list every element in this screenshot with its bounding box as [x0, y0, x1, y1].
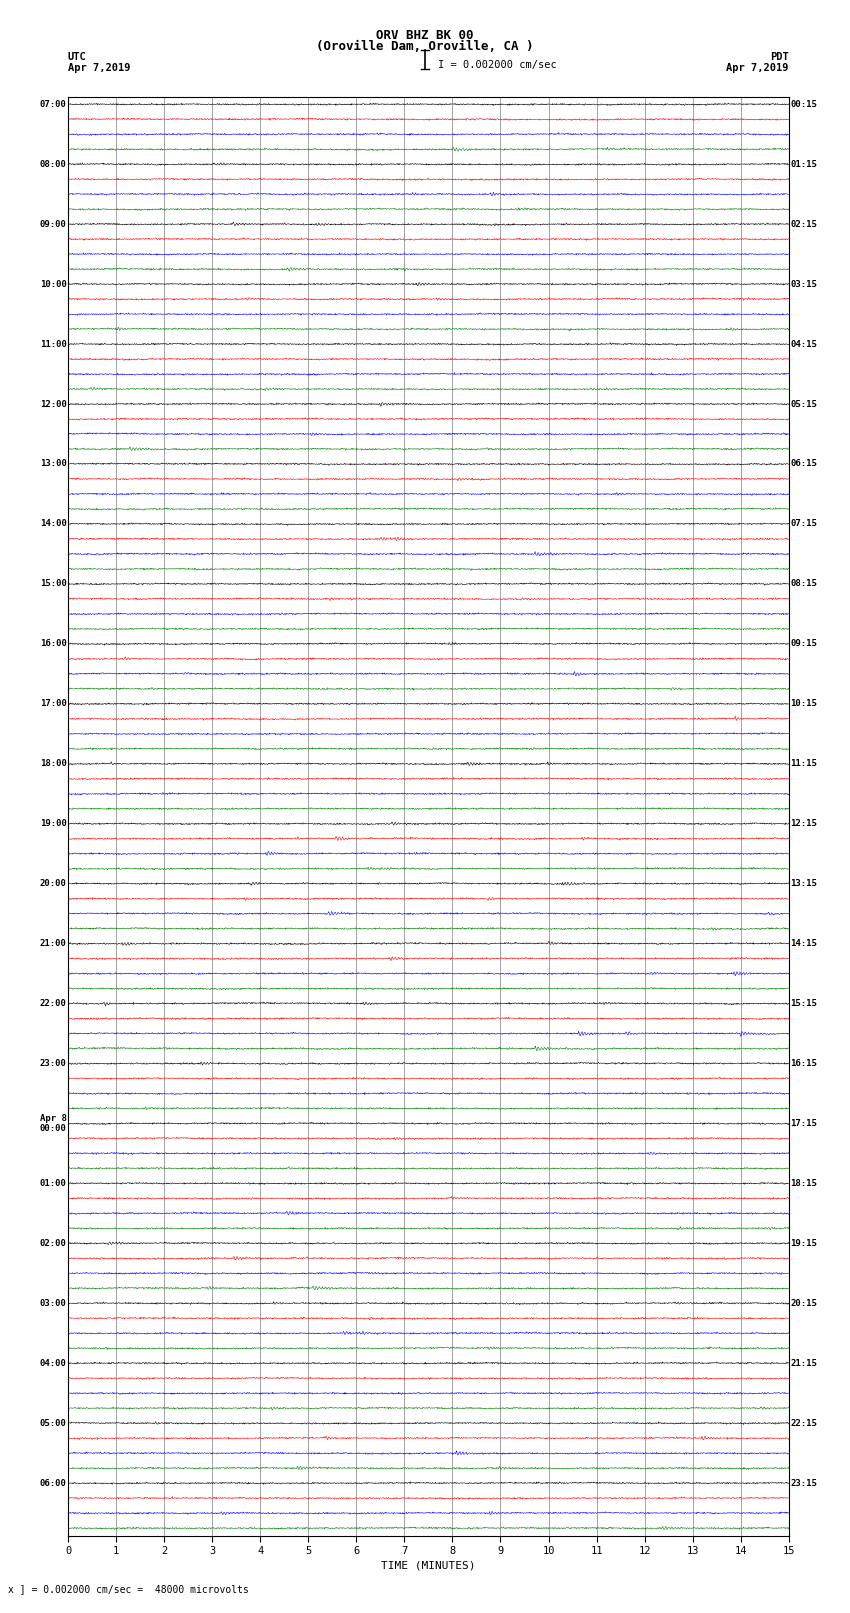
Text: 09:00: 09:00 [40, 219, 66, 229]
Text: 02:15: 02:15 [790, 219, 817, 229]
Text: 05:00: 05:00 [40, 1419, 66, 1428]
Text: 07:15: 07:15 [790, 519, 817, 529]
Text: 22:15: 22:15 [790, 1419, 817, 1428]
X-axis label: TIME (MINUTES): TIME (MINUTES) [381, 1560, 476, 1569]
Text: 13:15: 13:15 [790, 879, 817, 889]
Text: 05:15: 05:15 [790, 400, 817, 408]
Text: x ] = 0.002000 cm/sec =  48000 microvolts: x ] = 0.002000 cm/sec = 48000 microvolts [8, 1584, 249, 1594]
Text: 01:15: 01:15 [790, 160, 817, 169]
Text: 08:00: 08:00 [40, 160, 66, 169]
Text: 20:15: 20:15 [790, 1298, 817, 1308]
Text: 16:00: 16:00 [40, 639, 66, 648]
Text: 03:00: 03:00 [40, 1298, 66, 1308]
Text: 12:00: 12:00 [40, 400, 66, 408]
Text: 20:00: 20:00 [40, 879, 66, 889]
Text: 02:00: 02:00 [40, 1239, 66, 1248]
Text: (Oroville Dam, Oroville, CA ): (Oroville Dam, Oroville, CA ) [316, 40, 534, 53]
Text: 19:00: 19:00 [40, 819, 66, 827]
Text: 22:00: 22:00 [40, 998, 66, 1008]
Text: 08:15: 08:15 [790, 579, 817, 589]
Text: 23:15: 23:15 [790, 1479, 817, 1487]
Text: 06:15: 06:15 [790, 460, 817, 468]
Text: Apr 7,2019: Apr 7,2019 [68, 63, 131, 73]
Text: 15:00: 15:00 [40, 579, 66, 589]
Text: 14:00: 14:00 [40, 519, 66, 529]
Text: 23:00: 23:00 [40, 1060, 66, 1068]
Text: 13:00: 13:00 [40, 460, 66, 468]
Text: 10:00: 10:00 [40, 279, 66, 289]
Text: 00:15: 00:15 [790, 100, 817, 108]
Text: 11:00: 11:00 [40, 340, 66, 348]
Text: 15:15: 15:15 [790, 998, 817, 1008]
Text: 11:15: 11:15 [790, 760, 817, 768]
Text: I = 0.002000 cm/sec: I = 0.002000 cm/sec [438, 60, 557, 69]
Text: 03:15: 03:15 [790, 279, 817, 289]
Text: 09:15: 09:15 [790, 639, 817, 648]
Text: PDT: PDT [770, 52, 789, 61]
Text: 19:15: 19:15 [790, 1239, 817, 1248]
Text: Apr 7,2019: Apr 7,2019 [726, 63, 789, 73]
Text: 18:15: 18:15 [790, 1179, 817, 1187]
Text: 07:00: 07:00 [40, 100, 66, 108]
Text: UTC: UTC [68, 52, 87, 61]
Text: 04:15: 04:15 [790, 340, 817, 348]
Text: 01:00: 01:00 [40, 1179, 66, 1187]
Text: 18:00: 18:00 [40, 760, 66, 768]
Text: 16:15: 16:15 [790, 1060, 817, 1068]
Text: 12:15: 12:15 [790, 819, 817, 827]
Text: 10:15: 10:15 [790, 700, 817, 708]
Text: ORV BHZ BK 00: ORV BHZ BK 00 [377, 29, 473, 42]
Text: 17:15: 17:15 [790, 1119, 817, 1127]
Text: 21:15: 21:15 [790, 1358, 817, 1368]
Text: 21:00: 21:00 [40, 939, 66, 948]
Text: Apr 8
00:00: Apr 8 00:00 [40, 1115, 66, 1132]
Text: 14:15: 14:15 [790, 939, 817, 948]
Text: 06:00: 06:00 [40, 1479, 66, 1487]
Text: 17:00: 17:00 [40, 700, 66, 708]
Text: 04:00: 04:00 [40, 1358, 66, 1368]
